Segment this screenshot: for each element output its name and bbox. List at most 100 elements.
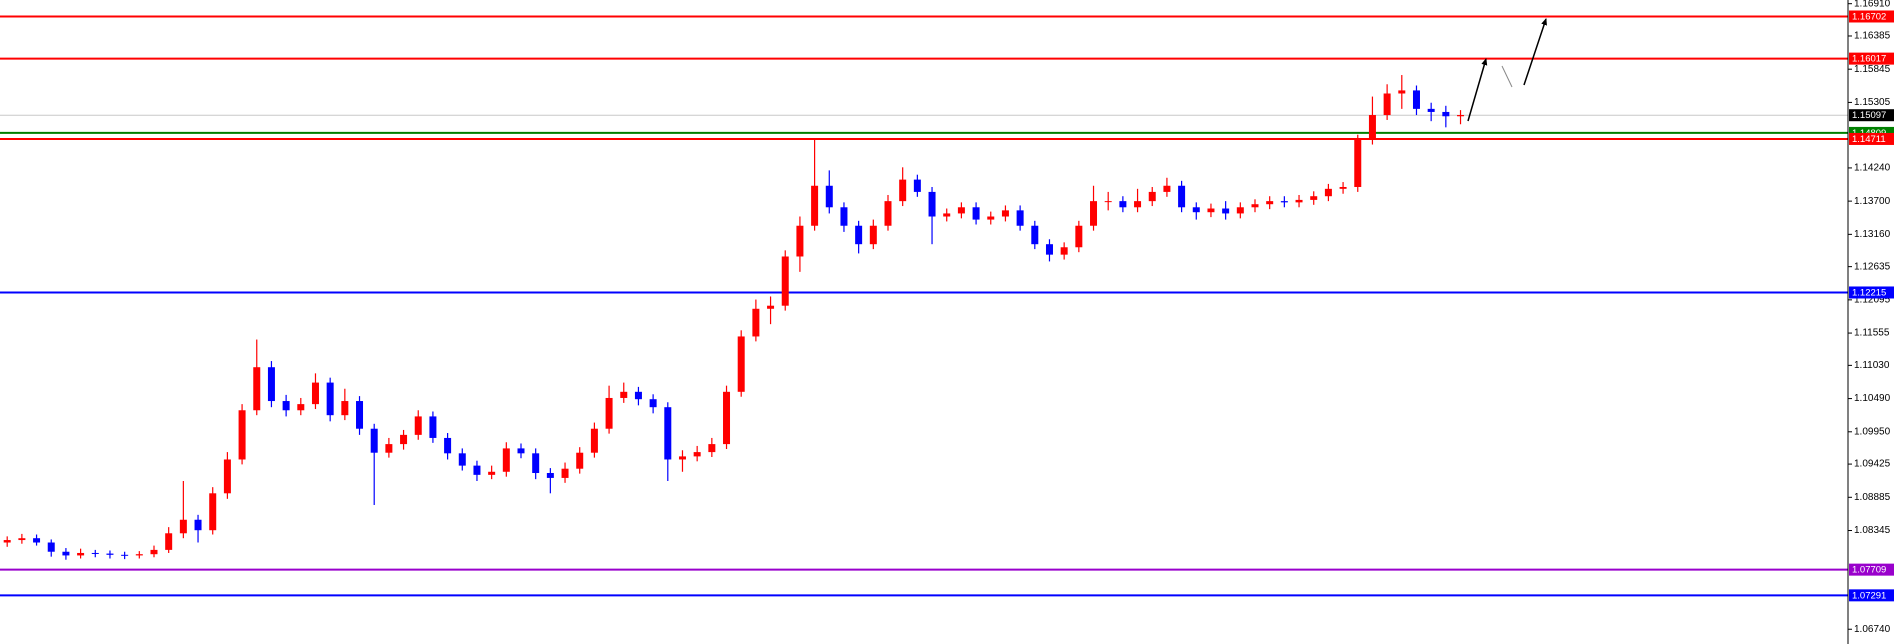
candle-body bbox=[561, 468, 569, 478]
candle-body bbox=[913, 179, 921, 192]
candle-body bbox=[1368, 115, 1376, 140]
candle-body bbox=[928, 191, 936, 217]
candle-body bbox=[194, 519, 202, 531]
y-tick-label: 1.10490 bbox=[1854, 393, 1891, 404]
level-labels: 1.167021.160171.150971.148091.147111.122… bbox=[1849, 10, 1894, 601]
candle-body bbox=[708, 444, 716, 453]
candle-body bbox=[855, 225, 863, 245]
candle-body bbox=[1075, 225, 1083, 248]
candle-body bbox=[1222, 208, 1230, 214]
candle-body bbox=[62, 551, 70, 556]
y-tick-label: 1.09950 bbox=[1854, 426, 1891, 437]
candle-body bbox=[473, 465, 481, 475]
candle-body bbox=[1354, 139, 1362, 187]
candle-body bbox=[972, 207, 980, 220]
candle-body bbox=[77, 552, 85, 556]
y-tick-label: 1.11030 bbox=[1854, 360, 1890, 371]
level-label-box bbox=[1849, 52, 1894, 65]
candle-body bbox=[664, 407, 672, 460]
candle-body bbox=[517, 448, 525, 454]
candle-body bbox=[282, 401, 290, 411]
level-label-box bbox=[1849, 563, 1894, 576]
candle-body bbox=[1339, 186, 1347, 189]
candle-body bbox=[1016, 210, 1024, 226]
y-tick-label: 1.16385 bbox=[1854, 31, 1891, 42]
candle-body bbox=[341, 401, 349, 416]
y-tick-label: 1.15845 bbox=[1854, 64, 1891, 75]
candle-body bbox=[752, 308, 760, 337]
level-label-box bbox=[1849, 132, 1894, 145]
candle-body bbox=[3, 540, 11, 543]
candle-body bbox=[1442, 111, 1450, 117]
candle-body bbox=[238, 410, 246, 460]
candle-body bbox=[385, 444, 393, 453]
candle-body bbox=[869, 225, 877, 245]
candle-body bbox=[737, 336, 745, 392]
y-tick-label: 1.13700 bbox=[1854, 196, 1891, 207]
candle-body bbox=[370, 428, 378, 453]
candle-body bbox=[1324, 188, 1332, 197]
candle-body bbox=[1163, 185, 1171, 192]
level-label: 1.15097 bbox=[1852, 110, 1886, 121]
candle-body bbox=[1119, 201, 1127, 208]
candle-body bbox=[957, 207, 965, 214]
candle-body bbox=[1412, 90, 1420, 109]
candle-body bbox=[106, 553, 114, 555]
level-label-box bbox=[1849, 286, 1894, 299]
candle-body bbox=[1192, 207, 1200, 213]
candle-body bbox=[223, 459, 231, 494]
candle-body bbox=[678, 456, 686, 460]
candle-body bbox=[1266, 201, 1274, 205]
y-tick-label: 1.13160 bbox=[1854, 229, 1891, 240]
candle-body bbox=[620, 391, 628, 398]
level-label: 1.07709 bbox=[1852, 565, 1886, 576]
candle-body bbox=[1207, 208, 1215, 213]
candle-body bbox=[767, 305, 775, 309]
candle-body bbox=[1398, 90, 1406, 94]
candle-body bbox=[1295, 199, 1303, 203]
candle-body bbox=[590, 428, 598, 453]
candle-body bbox=[135, 554, 143, 556]
candle-body bbox=[1457, 115, 1465, 117]
candle-body bbox=[840, 207, 848, 226]
candle-body bbox=[1134, 201, 1142, 208]
level-label-box bbox=[1849, 589, 1894, 602]
candle-body bbox=[297, 404, 305, 411]
candle-body bbox=[444, 437, 452, 454]
candles bbox=[3, 75, 1465, 560]
y-tick-label: 1.08885 bbox=[1854, 492, 1891, 503]
candle-body bbox=[546, 473, 554, 478]
candle-body bbox=[47, 542, 55, 552]
y-tick-label: 1.12095 bbox=[1854, 294, 1891, 305]
candle-body bbox=[502, 448, 510, 472]
candle-body bbox=[429, 416, 437, 438]
level-label: 1.14711 bbox=[1852, 134, 1886, 145]
candle-body bbox=[1031, 225, 1039, 245]
candle-body bbox=[18, 538, 26, 541]
y-tick-label: 1.15305 bbox=[1854, 97, 1891, 108]
candle-body bbox=[1251, 204, 1259, 208]
candle-body bbox=[1104, 201, 1112, 203]
candle-body bbox=[1383, 93, 1391, 116]
candle-body bbox=[121, 554, 129, 556]
arrow-faint bbox=[1501, 65, 1513, 88]
level-label-box bbox=[1849, 10, 1894, 23]
candle-body bbox=[1427, 108, 1435, 112]
candle-body bbox=[1280, 201, 1288, 203]
level-label: 1.16702 bbox=[1852, 12, 1886, 23]
y-tick-label: 1.16910 bbox=[1854, 0, 1891, 9]
candle-body bbox=[1001, 210, 1009, 217]
candle-body bbox=[458, 453, 466, 466]
candle-body bbox=[899, 179, 907, 202]
candle-body bbox=[150, 549, 158, 555]
candle-body bbox=[693, 452, 701, 457]
level-label: 1.07291 bbox=[1852, 590, 1886, 601]
candle-body bbox=[634, 391, 642, 400]
y-tick-label: 1.09425 bbox=[1854, 459, 1891, 470]
candle-body bbox=[811, 185, 819, 226]
y-tick-label: 1.11555 bbox=[1854, 328, 1890, 339]
levels bbox=[0, 15, 1848, 597]
y-tick-label: 1.12635 bbox=[1854, 261, 1891, 272]
candle-body bbox=[1178, 185, 1186, 208]
candle-body bbox=[179, 519, 187, 534]
